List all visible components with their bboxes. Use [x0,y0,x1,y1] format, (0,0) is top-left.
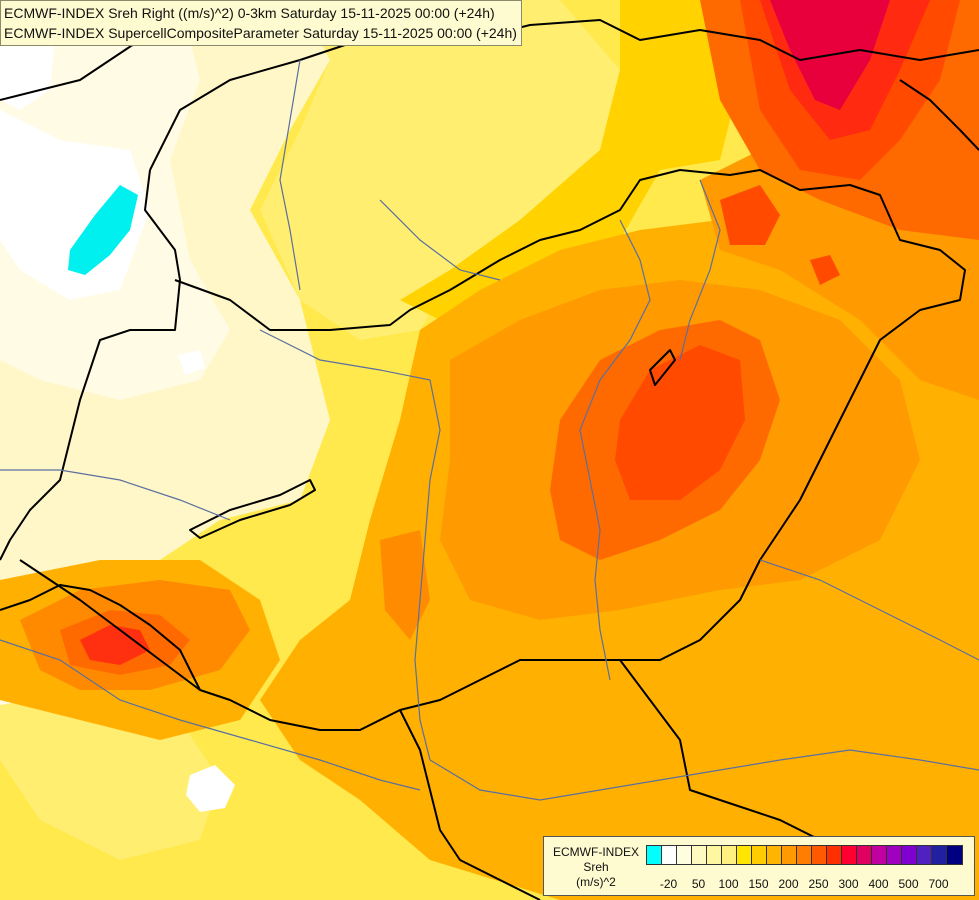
white-patch-northwest [0,110,150,300]
boundary-north-2 [149,19,979,171]
boundary-lake-1 [189,479,316,539]
legend-tick-label: 250 [808,877,829,891]
legend-tick-label: 100 [718,877,739,891]
boundary-east [899,79,979,151]
white-patch-south [186,765,235,812]
legend-swatch [677,846,692,864]
light-yellow-band [260,0,620,340]
light-yellow-south [0,700,220,860]
yellow-zone [400,0,740,320]
legend-tick-label: 150 [748,877,769,891]
legend-title-variable: Sreh [583,860,609,874]
boundary-south [399,709,541,900]
legend-swatch [857,846,872,864]
boundary-west [0,169,181,561]
legend-swatch [782,846,797,864]
legend-swatch [647,846,662,864]
title-line-1: ECMWF-INDEX Sreh Right ((m/s)^2) 0-3km S… [4,5,495,21]
river-west [0,469,231,521]
legend-swatch [872,846,887,864]
legend-title-model: ECMWF-INDEX [553,845,639,859]
boundary-hungary [19,169,966,731]
river-danube [259,329,441,761]
legend-swatch [887,846,902,864]
river-tisza [579,219,651,681]
legend-tick-label: 700 [928,877,949,891]
orange-zone-mid [380,530,430,640]
legend-tick-label: -20 [659,877,678,891]
legend-swatch [932,846,947,864]
boundary-lake-2 [649,349,676,386]
river-sw [0,639,421,791]
white-patch-small [178,350,205,375]
map-title-box: ECMWF-INDEX Sreh Right ((m/s)^2) 0-3km S… [0,0,522,46]
legend-swatch [722,846,737,864]
legend-tick-label: 50 [691,877,706,891]
cyan-patch [68,185,138,275]
color-legend: ECMWF-INDEX Sreh (m/s)^2 -20 50 100 150 200 2… [543,836,975,896]
river-ne [679,179,721,361]
legend-tick-label: 500 [898,877,919,891]
legend-swatches [646,845,963,865]
legend-tick-label: 400 [868,877,889,891]
legend-tick-labels: -20 50 100 150 200 250 300 400 500 700 [646,877,976,891]
legend-swatch [752,846,767,864]
orange-red-blob-1 [720,185,780,245]
boundary-sw-border [0,584,201,691]
legend-swatch [947,846,962,864]
legend-swatch [902,846,917,864]
river-south [429,749,979,801]
orange-red-core [615,345,745,500]
orange-red-blob-2 [810,255,840,285]
legend-swatch [812,846,827,864]
rivers [0,59,979,801]
legend-tick-label: 300 [838,877,859,891]
river-east [759,559,979,661]
river-north [279,59,301,291]
legend-swatch [827,846,842,864]
legend-swatch [767,846,782,864]
legend-title-unit: (m/s)^2 [576,875,616,889]
legend-swatch [797,846,812,864]
legend-swatch [662,846,677,864]
legend-title: ECMWF-INDEX Sreh (m/s)^2 [546,845,646,890]
legend-swatch [737,846,752,864]
legend-tick-label: 200 [778,877,799,891]
title-line-2: ECMWF-INDEX SupercellCompositeParameter … [4,25,517,41]
legend-swatch [842,846,857,864]
river-n2 [379,199,501,281]
legend-swatch [707,846,722,864]
legend-swatch [692,846,707,864]
legend-swatch [917,846,932,864]
orange-red-blob-sw [80,625,150,665]
